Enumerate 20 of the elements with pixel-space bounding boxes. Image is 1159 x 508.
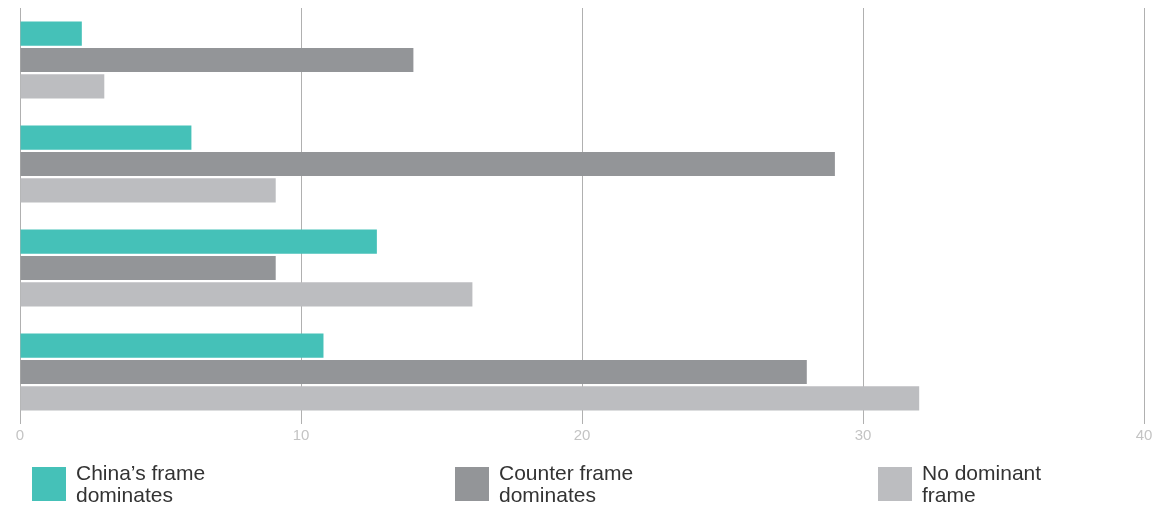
bar	[20, 255, 276, 281]
bar	[20, 125, 192, 150]
x-tick-label: 20	[573, 426, 591, 444]
x-tick-label: 0	[15, 426, 25, 444]
bar	[20, 74, 105, 99]
bar	[20, 47, 414, 73]
bar	[20, 386, 920, 411]
bar	[20, 282, 473, 307]
x-tick-label: 40	[1135, 426, 1153, 444]
bar	[20, 333, 324, 358]
x-tick-label: 30	[854, 426, 872, 444]
legend-label: Counter frame dominates	[499, 461, 635, 506]
legend-label: No dominant frame	[922, 461, 1043, 506]
bar	[20, 151, 835, 177]
bar	[20, 229, 377, 254]
legend-label: China’s frame dominates	[76, 461, 207, 506]
bar	[20, 359, 807, 385]
bar	[20, 21, 82, 46]
bar	[20, 178, 276, 203]
x-tick-label: 10	[292, 426, 310, 444]
